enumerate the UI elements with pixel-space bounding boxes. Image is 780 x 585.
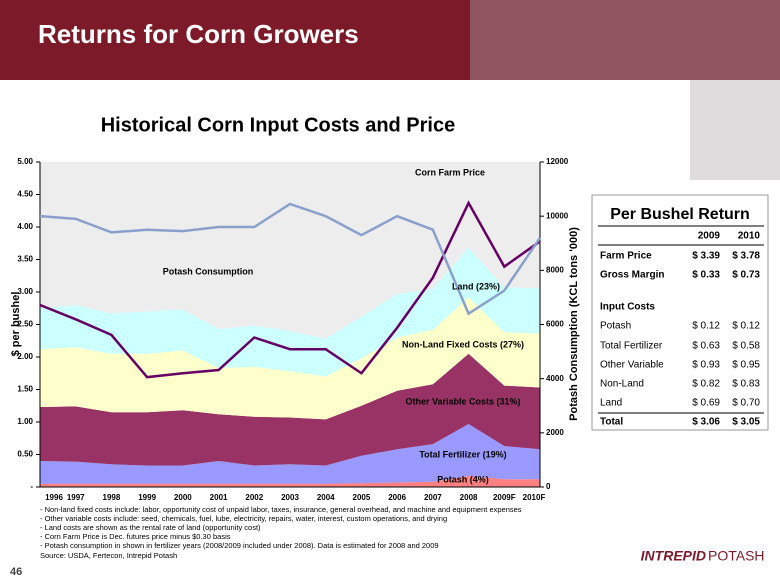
area — [40, 297, 540, 420]
table-cell: $ 0.69 — [692, 398, 720, 409]
row-label: Land — [600, 398, 622, 409]
x-tick-label: 1999 — [138, 493, 156, 502]
row-label: Other Variable — [600, 360, 664, 371]
row-label: Non-Land — [600, 379, 644, 390]
note: - Potash consumption in shown in fertili… — [40, 541, 439, 550]
header-band — [0, 0, 780, 80]
x-tick-label: 1997 — [67, 493, 85, 502]
col-header: 2010 — [738, 231, 761, 242]
table-cell: $ 0.12 — [692, 321, 720, 332]
table-cell: $ 0.73 — [732, 270, 760, 281]
note: - Corn Farm Price is Dec. futures price … — [40, 532, 231, 541]
y-tick-label: 0.50 — [17, 450, 33, 459]
area — [40, 247, 540, 377]
table-cell: $ 0.70 — [732, 398, 760, 409]
y-tick-label: 1.50 — [17, 385, 33, 394]
y2-tick-label: 8000 — [546, 265, 564, 274]
row-label: Potash — [600, 321, 631, 332]
slide-title: Returns for Corn Growers — [38, 19, 359, 49]
y-tick-label: 4.50 — [17, 190, 33, 199]
x-tick-label: 2006 — [388, 493, 406, 502]
y2-tick-label: 0 — [546, 482, 551, 491]
table-cell: $ 3.06 — [692, 417, 720, 428]
table-cell: $ 0.83 — [732, 379, 760, 390]
source: Source: USDA, Fertecon, Intrepid Potash — [40, 551, 177, 560]
series-label: Other Variable Costs (31%) — [405, 396, 520, 406]
y2-axis-title: Potash Consumption (KCL tons '000) — [568, 227, 580, 421]
x-tick-label: 2003 — [281, 493, 299, 502]
series-label: Potash Consumption — [163, 266, 254, 276]
series-label: Land (23%) — [452, 281, 500, 291]
row-label: Input Costs — [600, 302, 655, 313]
notes: - Non-land fixed costs include: labor, o… — [40, 505, 522, 560]
area — [40, 353, 540, 466]
table-cell: $ 0.58 — [732, 341, 760, 352]
x-tick-label: 2000 — [174, 493, 192, 502]
row-label: Gross Margin — [600, 270, 664, 281]
series-label: Non-Land Fixed Costs (27%) — [402, 339, 524, 349]
table-cell: $ 0.12 — [732, 321, 760, 332]
line — [39, 200, 541, 379]
logo: INTREPID — [641, 548, 706, 564]
x-tick-label: 1996 — [45, 493, 63, 502]
x-tick-label: 2008 — [460, 493, 478, 502]
y2-tick-label: 6000 — [546, 320, 564, 329]
table-box — [591, 194, 769, 431]
note: - Land costs are shown as the rental rat… — [40, 523, 261, 532]
y-tick-label: 3.00 — [17, 287, 33, 296]
y-tick-label: 4.00 — [17, 222, 33, 231]
area — [40, 475, 540, 487]
series-label: Potash (4%) — [437, 474, 489, 484]
col-header: 2009 — [698, 231, 721, 242]
table-body: Farm Price $ 3.39 $ 3.78 Gross Margin $ 0.33… — [600, 251, 760, 428]
x-tick-label: 2002 — [245, 493, 263, 502]
table-cell: $ 0.93 — [692, 360, 720, 371]
x-tick-label: 2001 — [210, 493, 228, 502]
line — [39, 202, 542, 316]
series-label: Corn Farm Price — [415, 167, 485, 177]
y-tick-label: 2.50 — [17, 320, 33, 329]
note: - Non-land fixed costs include: labor, o… — [40, 505, 522, 514]
row-label: Farm Price — [600, 251, 652, 262]
area — [40, 423, 540, 484]
y2-tick-label: 10000 — [546, 211, 569, 220]
x-tick-label: 2004 — [317, 493, 335, 502]
table-cell: $ 3.05 — [732, 417, 760, 428]
table-title: Per Bushel Return — [610, 206, 750, 223]
y-tick-label: - — [30, 482, 33, 491]
note: - Other variable costs include: seed, ch… — [40, 514, 447, 523]
x-tick-label: 1998 — [103, 493, 121, 502]
table-cell: $ 0.63 — [692, 341, 720, 352]
y-tick-label: 1.00 — [17, 417, 33, 426]
logo: POTASH — [708, 548, 765, 564]
header-photo — [690, 80, 780, 180]
y-tick-label: 3.50 — [17, 255, 33, 264]
series-label: Total Fertilizer (19%) — [419, 449, 506, 459]
table-cell: $ 0.82 — [692, 379, 720, 390]
header-photo — [470, 0, 780, 80]
table-cell: $ 3.78 — [732, 251, 760, 262]
y2-tick-label: 12000 — [546, 157, 569, 166]
x-tick-label: 2005 — [353, 493, 371, 502]
y2-tick-label: 4000 — [546, 374, 564, 383]
y-tick-label: 2.00 — [17, 352, 33, 361]
row-label: Total Fertilizer — [600, 341, 663, 352]
chart-title: Historical Corn Input Costs and Price — [101, 114, 456, 136]
y2-tick-label: 2000 — [546, 428, 564, 437]
x-tick-label: 2009F — [493, 493, 516, 502]
table-cell: $ 0.95 — [732, 360, 760, 371]
table-cell: $ 0.33 — [692, 270, 720, 281]
page-number: 46 — [10, 566, 22, 578]
table-cell: $ 3.39 — [692, 251, 720, 262]
x-tick-label: 2007 — [424, 493, 442, 502]
x-tick-label: 2010F — [523, 493, 546, 502]
row-label: Total — [600, 417, 623, 428]
y-tick-label: 5.00 — [17, 157, 33, 166]
y-axis-title: $ per bushel — [10, 292, 22, 357]
